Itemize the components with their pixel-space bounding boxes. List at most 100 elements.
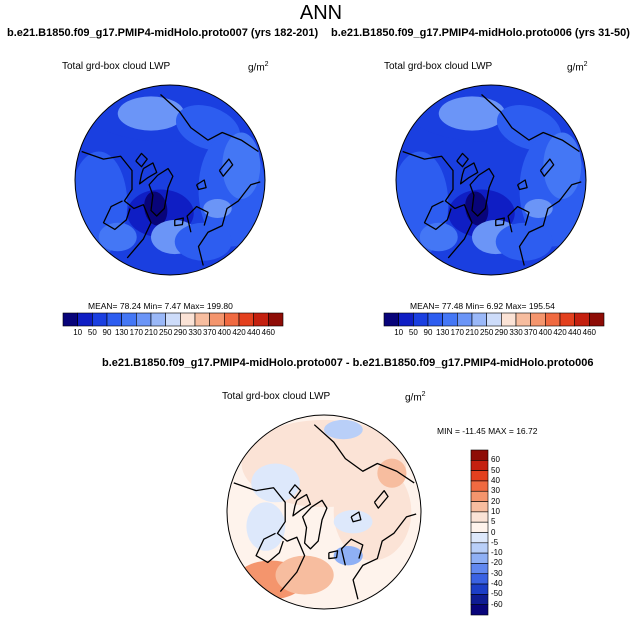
panel2-colorbar-tick-label: 250 (479, 328, 494, 337)
panel1-colorbar-box (165, 312, 181, 327)
panel2-colorbar-ticks: 10 50 90 130 170 210 250 290 330 370 400 420 440 460 (384, 328, 604, 340)
coastline-outline (402, 94, 582, 266)
panel2-colorbar-tick-label: 460 (582, 328, 596, 337)
panel2-colorbar-tick-label: 420 (553, 328, 567, 337)
panel2-colorbar-box (545, 312, 561, 327)
panel2-colorbar-box (442, 312, 458, 327)
field-contour-region (377, 458, 407, 488)
diff-stats: MIN = -11.45 MAX = 16.72 (437, 426, 538, 436)
panel1-colorbar-tick-label: 440 (246, 328, 261, 337)
panel1-colorbar-box (121, 312, 137, 327)
field-contour-region (438, 96, 506, 131)
panel1-colorbar-box (209, 312, 225, 327)
diff-colorbar-box (470, 490, 489, 502)
panel1-colorbar-tick-label: 290 (173, 328, 187, 337)
field-contour-region (222, 132, 261, 199)
panel1-case-title: b.e21.B1850.f09_g17.PMIP4-midHolo.proto0… (7, 27, 319, 39)
diff-colorbar-tick-label: -5 (491, 537, 499, 547)
diff-colorbar-tick-label: 5 (491, 517, 496, 527)
field-contour-region (144, 191, 168, 226)
panel2-colorbar-tick-label: 290 (494, 328, 508, 337)
panel1-colorbar-tick-label: 130 (114, 328, 129, 337)
panel2-colorbar-box (457, 312, 473, 327)
panel2-colorbar-tick-label: 170 (450, 328, 464, 337)
diff-colorbar-box (470, 552, 489, 564)
panel1-polar-map (74, 84, 266, 276)
diff-colorbar-box (470, 521, 489, 533)
diff-colorbar-tick-label: 50 (491, 465, 500, 475)
diff-polar-map (226, 414, 422, 610)
diff-colorbar-tick-label: -60 (491, 599, 503, 609)
panel2-colorbar-box (398, 312, 414, 327)
panel2-colorbar-box (413, 312, 429, 327)
diff-colorbar-tick-label: -40 (491, 579, 503, 589)
panel2-colorbar-box (427, 312, 443, 327)
panel2-case-title: b.e21.B1850.f09_g17.PMIP4-midHolo.proto0… (331, 27, 630, 39)
panel1-colorbar-box (62, 312, 78, 327)
field-contour-region (251, 463, 300, 503)
panel1-colorbar-tick-label: 370 (202, 328, 217, 337)
panel1-colorbar-tick-label: 10 (73, 328, 83, 337)
panel1-colorbar-box (253, 312, 269, 327)
field-contour-region (543, 132, 582, 199)
diff-colorbar-tick-label: -30 (491, 568, 503, 578)
panel2-colorbar-tick-label: 50 (408, 328, 418, 337)
diff-colorbar-box (470, 563, 489, 575)
panel2-colorbar-tick-label: 210 (465, 328, 479, 337)
panel1-colorbar-box (238, 312, 254, 327)
field-contour-region (324, 419, 363, 440)
panel1-colorbar-tick-label: 420 (232, 328, 246, 337)
diff-colorbar-box (470, 449, 489, 461)
panel2-colorbar-tick-label: 370 (523, 328, 538, 337)
panel1-colorbar-tick-label: 460 (261, 328, 275, 337)
diff-colorbar-tick-label: 10 (491, 506, 500, 516)
panel2-colorbar-tick-label: 400 (538, 328, 552, 337)
panel1-colorbar-box (77, 312, 93, 327)
panel2-colorbar-tick-label: 330 (509, 328, 523, 337)
panel1-colorbar (62, 312, 284, 327)
panel2-colorbar-box (574, 312, 590, 327)
panel2-colorbar-tick-label: 130 (435, 328, 450, 337)
coastline-outline (81, 94, 261, 266)
field-contour-region (203, 199, 232, 218)
diff-colorbar-box (470, 542, 489, 554)
panel2-colorbar-box (515, 312, 531, 327)
diff-case-title: b.e21.B1850.f09_g17.PMIP4-midHolo.proto0… (102, 357, 594, 369)
panel2-colorbar-box (486, 312, 502, 327)
diff-colorbar-box (470, 594, 489, 605)
diff-variable-label: Total grd-box cloud LWP (222, 391, 331, 402)
coastline-outline (233, 424, 417, 600)
panel1-units: g/m2 (248, 61, 269, 74)
panel1-colorbar-box (92, 312, 108, 327)
panel2-colorbar-tick-label: 440 (567, 328, 582, 337)
diff-colorbar-box (470, 470, 489, 482)
diff-colorbar-box (470, 480, 489, 492)
panel2-colorbar (383, 312, 605, 327)
panel2-stats: MEAN= 77.48 Min= 6.92 Max= 195.54 (410, 301, 555, 311)
panel1-colorbar-box (150, 312, 166, 327)
diff-colorbar-tick-label: -10 (491, 548, 503, 558)
diff-colorbar (470, 449, 489, 616)
field-contour-region (117, 96, 185, 131)
panel2-colorbar-box (471, 312, 487, 327)
diff-colorbar-tick-label: 20 (491, 496, 500, 506)
panel2-colorbar-box (589, 312, 605, 327)
diff-colorbar-box (470, 604, 489, 616)
panel1-stats: MEAN= 78.24 Min= 7.47 Max= 199.80 (88, 301, 233, 311)
diff-colorbar-tick-label: 0 (491, 527, 496, 537)
field-contour-region (246, 502, 286, 551)
panel1-colorbar-tick-label: 330 (188, 328, 202, 337)
field-contour-region (495, 222, 553, 261)
diff-colorbar-box (470, 460, 489, 471)
field-contour-region (174, 222, 232, 261)
panel2-colorbar-box (559, 312, 575, 327)
panel1-colorbar-tick-label: 90 (102, 328, 112, 337)
panel1-colorbar-tick-label: 210 (144, 328, 158, 337)
diff-units: g/m2 (405, 391, 426, 404)
panel1-colorbar-box (180, 312, 196, 327)
panel1-colorbar-tick-label: 250 (158, 328, 173, 337)
panel1-colorbar-box (106, 312, 122, 327)
field-contour-region (419, 222, 458, 252)
diff-colorbar-tick-label: -20 (491, 558, 503, 568)
panel1-colorbar-ticks: 10 50 90 130 170 210 250 290 330 370 400 420 440 460 (63, 328, 283, 340)
